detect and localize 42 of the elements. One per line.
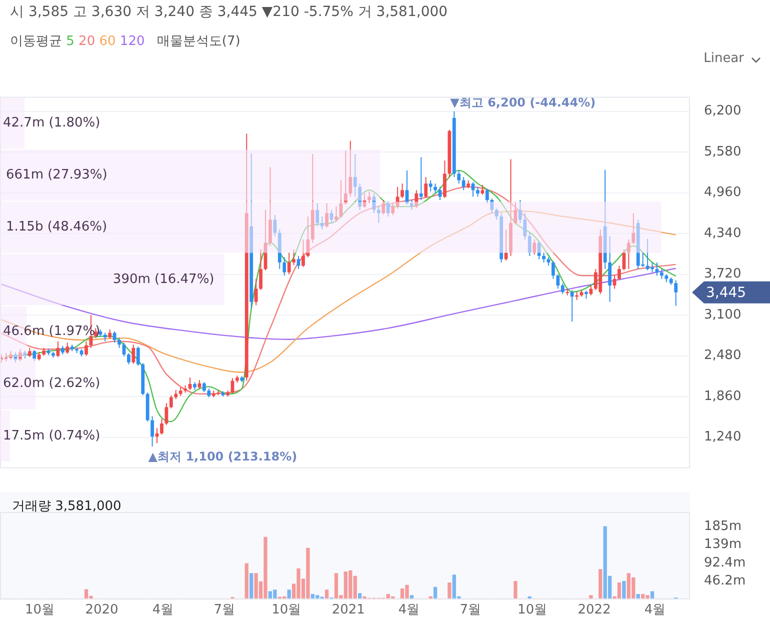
x-tick-label: 2020 xyxy=(85,602,118,618)
y-tick-label: 4,960 xyxy=(704,185,742,200)
chart-title: 거래량 3,581,000 xyxy=(12,498,122,515)
text: 60 xyxy=(99,34,117,49)
y-tick-label: 1,240 xyxy=(704,430,742,445)
chart-title: 시 3,585 고 3,630 저 3,240 종 3,445 ▼210 -5.75% 거 3,581,000 xyxy=(10,3,448,21)
annotation: ▼최고 6,200 (-44.44%) xyxy=(450,95,596,110)
chart-subtitle: 이동평균 xyxy=(10,34,63,49)
y-tick-label: 5,580 xyxy=(704,144,742,160)
text: Linear xyxy=(704,51,744,66)
y-tick-label: 1,860 xyxy=(704,388,742,404)
x-tick-label: 10월 xyxy=(272,602,302,618)
x-tick-label: 7월 xyxy=(460,602,481,618)
text: 120 xyxy=(120,34,146,49)
x-tick-label: 7월 xyxy=(214,602,236,618)
data-label: 1.15b (48.46%) xyxy=(6,220,108,235)
y-tick-label: 46.2m xyxy=(704,574,746,589)
x-tick-label: 2021 xyxy=(332,602,365,618)
data-label: 42.7m (1.80%) xyxy=(3,115,100,130)
y-tick-label: 3,100 xyxy=(704,307,742,322)
y-tick-label: 185m xyxy=(704,518,742,534)
data-label: 661m (27.93%) xyxy=(6,168,108,183)
text: 5 xyxy=(66,34,76,49)
data-label: 17.5m (0.74%) xyxy=(3,428,100,444)
y-tick-label: 3,720 xyxy=(704,266,742,282)
y-tick-label: 4,340 xyxy=(704,226,742,241)
data-label: 390m (16.47%) xyxy=(112,272,214,287)
y-tick-label: 92.4m xyxy=(704,555,746,570)
x-tick-label: 4월 xyxy=(644,602,666,618)
annotation: ▲최저 1,100 (213.18%) xyxy=(148,450,298,464)
text: 3,445 xyxy=(706,285,746,301)
y-tick-label: 139m xyxy=(704,537,742,552)
text: 20 xyxy=(78,34,96,49)
x-tick-label: 10월 xyxy=(24,602,55,618)
x-tick-label: 4월 xyxy=(398,602,420,618)
x-tick-label: 10월 xyxy=(518,602,548,618)
data-label: 62.0m (2.62%) xyxy=(3,376,100,392)
x-tick-label: 4월 xyxy=(152,602,174,618)
text: 매물분석도(7) xyxy=(156,34,240,49)
y-tick-label: 2,480 xyxy=(704,348,742,364)
x-tick-label: 2022 xyxy=(578,602,611,618)
y-tick-label: 6,200 xyxy=(704,104,742,119)
